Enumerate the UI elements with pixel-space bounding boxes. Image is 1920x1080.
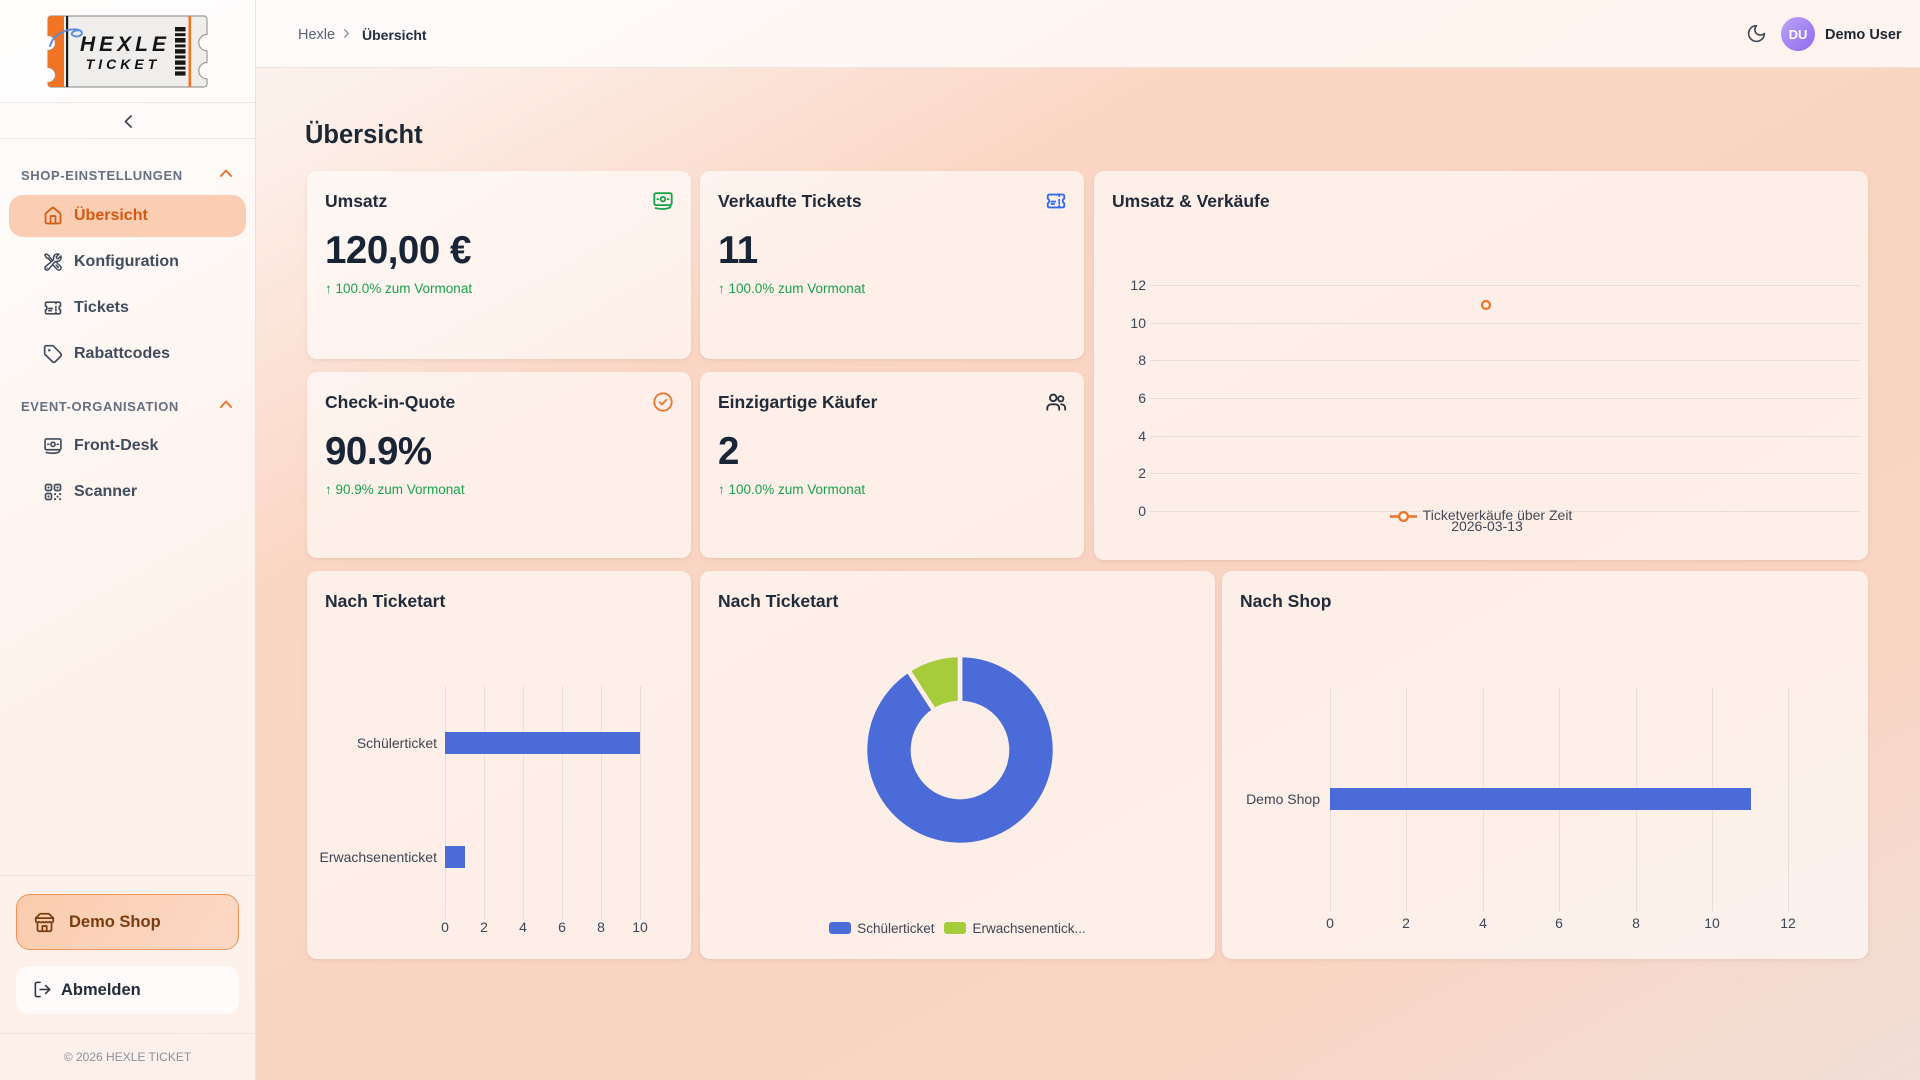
svg-text:TICKET: TICKET — [86, 56, 161, 72]
svg-text:HEXLE: HEXLE — [80, 33, 170, 56]
